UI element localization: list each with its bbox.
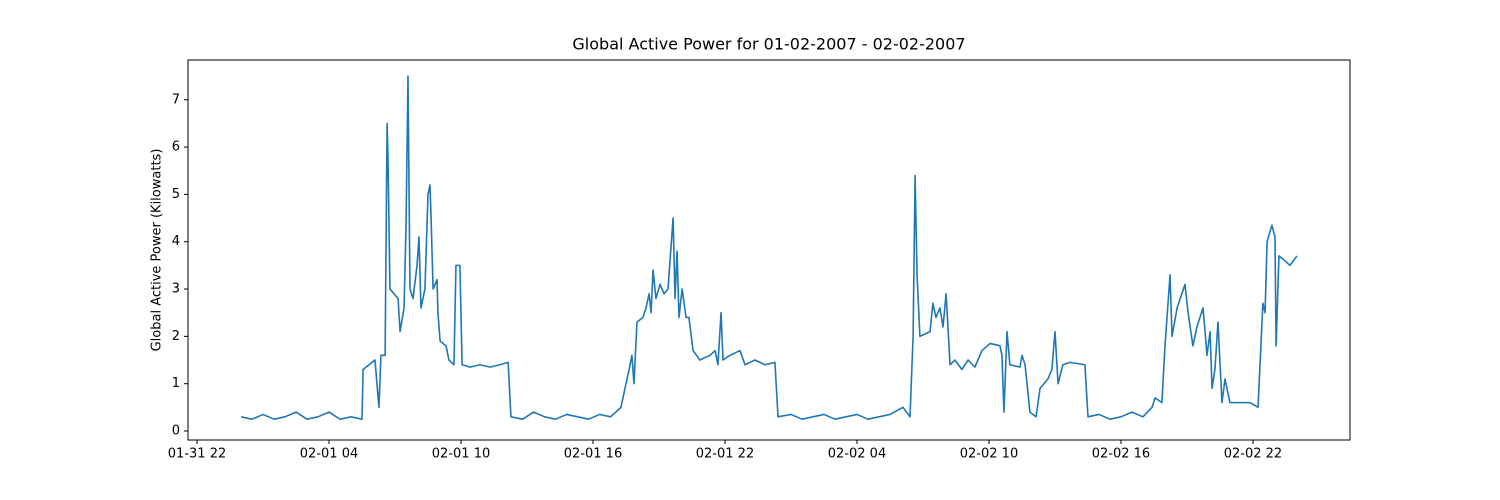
x-tick-label: 02-02 10	[960, 447, 1018, 462]
x-tick-label: 02-02 22	[1224, 447, 1282, 462]
x-tick-label: 01-31 22	[168, 447, 226, 462]
y-tick-label: 2	[172, 329, 180, 344]
y-tick-label: 5	[172, 187, 180, 202]
x-tick-label: 02-01 04	[300, 447, 358, 462]
y-tick-label: 7	[172, 92, 180, 107]
data-line	[240, 75, 1298, 420]
y-tick-label: 0	[172, 424, 180, 439]
x-tick-label: 02-01 22	[696, 447, 754, 462]
y-tick-label: 1	[172, 376, 180, 391]
chart-title: Global Active Power for 01-02-2007 - 02-…	[572, 35, 965, 54]
x-tick-label: 02-02 16	[1092, 447, 1150, 462]
x-tick-label: 02-01 10	[432, 447, 490, 462]
y-tick-label: 3	[172, 282, 180, 297]
y-tick-label: 4	[172, 234, 180, 249]
y-tick-label: 6	[172, 140, 180, 155]
y-axis-label: Global Active Power (Kilowatts)	[150, 149, 165, 352]
x-tick-label: 02-02 04	[828, 447, 886, 462]
x-tick-label: 02-01 16	[564, 447, 622, 462]
plot-frame	[187, 59, 1351, 441]
